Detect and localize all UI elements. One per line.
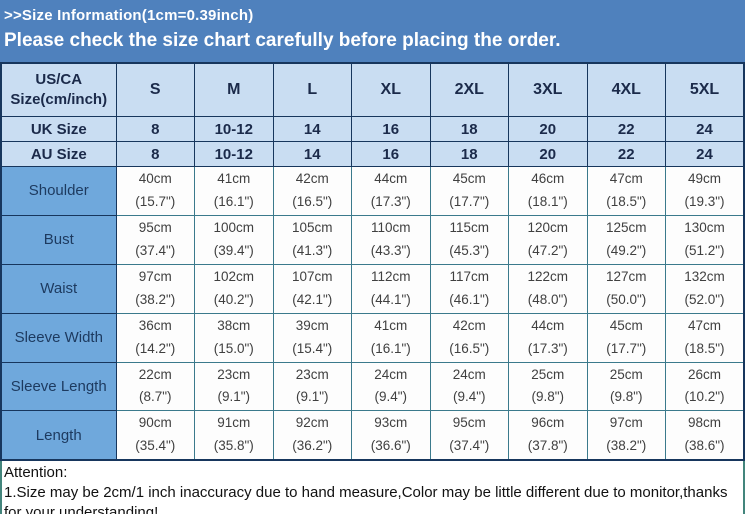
size-value-cell: 107cm (42.1"): [272, 263, 352, 314]
size-value-cell: 45cm (17.7"): [429, 166, 509, 216]
size-col-header-2xl: 2XL: [429, 62, 509, 117]
size-value-cell: 102cm (40.2"): [194, 263, 274, 314]
au-size-value: 8: [115, 141, 195, 167]
attention-heading: Attention:: [4, 464, 68, 482]
uk-size-value: 24: [665, 116, 745, 142]
size-value-cell: 25cm (9.8"): [586, 361, 666, 412]
au-size-value: 10-12: [194, 141, 274, 167]
size-col-header-l: L: [272, 62, 352, 117]
size-value-cell: 100cm (39.4"): [194, 214, 274, 265]
measure-row-bust: Bust 95cm (37.4") 100cm (39.4") 105cm (4…: [0, 214, 745, 265]
size-value-cell: 98cm (38.6"): [665, 410, 745, 461]
measure-row-length: Length 90cm (35.4") 91cm (35.8") 92cm (3…: [0, 410, 745, 461]
size-col-header-m: M: [194, 62, 274, 117]
size-value-cell: 41cm (16.1"): [194, 166, 274, 216]
measure-row-sleeve-length: Sleeve Length 22cm (8.7") 23cm (9.1") 23…: [0, 361, 745, 412]
uk-size-value: 14: [272, 116, 352, 142]
size-value-cell: 110cm (43.3"): [351, 214, 431, 265]
size-value-cell: 132cm (52.0"): [665, 263, 745, 314]
uk-size-value: 10-12: [194, 116, 274, 142]
size-value-cell: 44cm (17.3"): [351, 166, 431, 216]
uk-size-row: UK Size 8 10-12 14 16 18 20 22 24: [0, 116, 745, 142]
size-value-cell: 93cm (36.6"): [351, 410, 431, 461]
size-value-cell: 46cm (18.1"): [508, 166, 588, 216]
size-value-cell: 47cm (18.5"): [665, 312, 745, 363]
uk-size-value: 22: [586, 116, 666, 142]
size-value-cell: 22cm (8.7"): [115, 361, 195, 412]
size-chart-notice: Please check the size chart carefully be…: [4, 30, 561, 51]
size-value-cell: 41cm (16.1"): [351, 312, 431, 363]
uk-size-value: 20: [508, 116, 588, 142]
attention-note-1: 1.Size may be 2cm/1 inch inaccuracy due …: [4, 484, 728, 514]
au-size-value: 24: [665, 141, 745, 167]
row-label-shoulder: Shoulder: [0, 166, 117, 216]
measure-row-waist: Waist 97cm (38.2") 102cm (40.2") 107cm (…: [0, 263, 745, 314]
measure-row-shoulder: Shoulder 40cm (15.7") 41cm (16.1") 42cm …: [0, 166, 745, 216]
size-value-cell: 90cm (35.4"): [115, 410, 195, 461]
size-col-header-s: S: [115, 62, 195, 117]
size-col-header-xl: XL: [351, 62, 431, 117]
row-label-sleeve-length: Sleeve Length: [0, 361, 117, 412]
size-table-header-row: US/CA Size(cm/inch) S M L XL 2XL 3XL 4XL…: [0, 62, 745, 117]
attention-block: Attention: 1.Size may be 2cm/1 inch inac…: [0, 461, 745, 514]
size-value-cell: 112cm (44.1"): [351, 263, 431, 314]
uk-size-value: 16: [351, 116, 431, 142]
size-value-cell: 45cm (17.7"): [586, 312, 666, 363]
size-value-cell: 23cm (9.1"): [194, 361, 274, 412]
size-value-cell: 122cm (48.0"): [508, 263, 588, 314]
au-size-value: 16: [351, 141, 431, 167]
size-value-cell: 40cm (15.7"): [115, 166, 195, 216]
size-value-cell: 26cm (10.2"): [665, 361, 745, 412]
row-label-length: Length: [0, 410, 117, 461]
banner: >>Size Information(1cm=0.39inch) Please …: [0, 0, 745, 62]
size-table: US/CA Size(cm/inch) S M L XL 2XL 3XL 4XL…: [0, 62, 745, 462]
size-value-cell: 120cm (47.2"): [508, 214, 588, 265]
size-col-header-3xl: 3XL: [508, 62, 588, 117]
size-value-cell: 125cm (49.2"): [586, 214, 666, 265]
size-value-cell: 92cm (36.2"): [272, 410, 352, 461]
size-value-cell: 97cm (38.2"): [586, 410, 666, 461]
size-value-cell: 91cm (35.8"): [194, 410, 274, 461]
au-size-row: AU Size 8 10-12 14 16 18 20 22 24: [0, 141, 745, 167]
size-col-header-4xl: 4XL: [586, 62, 666, 117]
uk-size-value: 18: [429, 116, 509, 142]
size-value-cell: 44cm (17.3"): [508, 312, 588, 363]
size-info-title: >>Size Information(1cm=0.39inch): [4, 7, 254, 24]
size-value-cell: 49cm (19.3"): [665, 166, 745, 216]
row-label-bust: Bust: [0, 214, 117, 265]
size-value-cell: 25cm (9.8"): [508, 361, 588, 412]
size-value-cell: 127cm (50.0"): [586, 263, 666, 314]
size-value-cell: 24cm (9.4"): [351, 361, 431, 412]
size-value-cell: 97cm (38.2"): [115, 263, 195, 314]
size-value-cell: 42cm (16.5"): [429, 312, 509, 363]
au-size-value: 20: [508, 141, 588, 167]
header-us-ca-size: US/CA Size(cm/inch): [0, 62, 117, 117]
au-size-value: 18: [429, 141, 509, 167]
size-value-cell: 95cm (37.4"): [115, 214, 195, 265]
size-value-cell: 96cm (37.8"): [508, 410, 588, 461]
size-value-cell: 117cm (46.1"): [429, 263, 509, 314]
size-value-cell: 23cm (9.1"): [272, 361, 352, 412]
au-size-value: 22: [586, 141, 666, 167]
row-label-waist: Waist: [0, 263, 117, 314]
size-value-cell: 47cm (18.5"): [586, 166, 666, 216]
au-size-label: AU Size: [0, 141, 117, 167]
au-size-value: 14: [272, 141, 352, 167]
size-value-cell: 115cm (45.3"): [429, 214, 509, 265]
row-label-sleeve-width: Sleeve Width: [0, 312, 117, 363]
size-value-cell: 39cm (15.4"): [272, 312, 352, 363]
size-value-cell: 36cm (14.2"): [115, 312, 195, 363]
size-value-cell: 105cm (41.3"): [272, 214, 352, 265]
size-value-cell: 38cm (15.0"): [194, 312, 274, 363]
size-value-cell: 42cm (16.5"): [272, 166, 352, 216]
size-value-cell: 24cm (9.4"): [429, 361, 509, 412]
uk-size-label: UK Size: [0, 116, 117, 142]
uk-size-value: 8: [115, 116, 195, 142]
size-col-header-5xl: 5XL: [665, 62, 745, 117]
measure-row-sleeve-width: Sleeve Width 36cm (14.2") 38cm (15.0") 3…: [0, 312, 745, 363]
size-value-cell: 130cm (51.2"): [665, 214, 745, 265]
size-value-cell: 95cm (37.4"): [429, 410, 509, 461]
